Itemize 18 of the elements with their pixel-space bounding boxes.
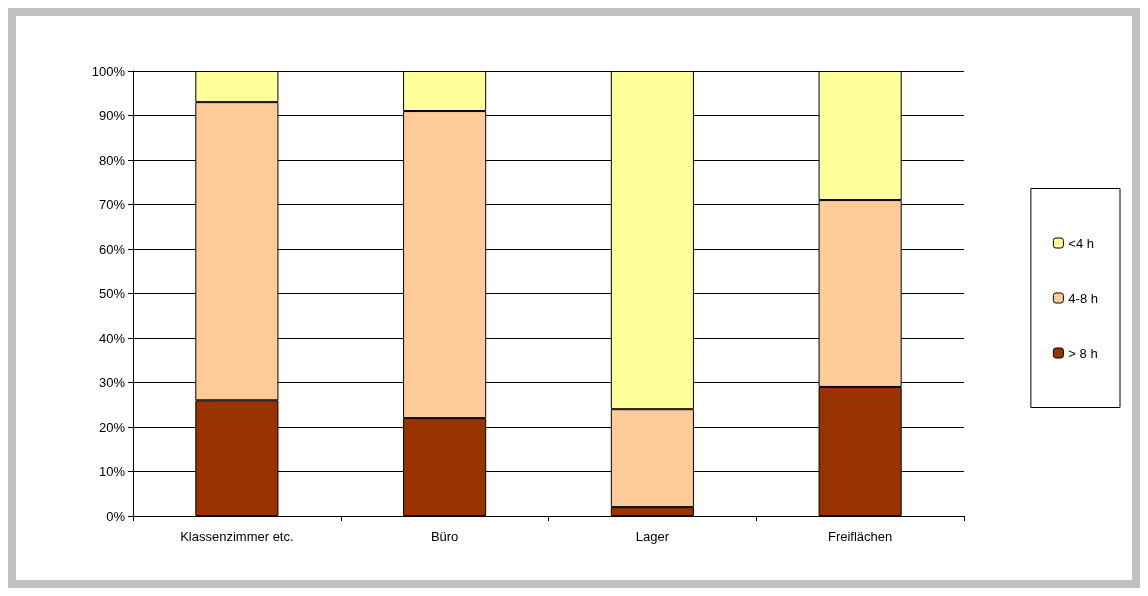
- y-tick-label: 90%: [98, 108, 126, 123]
- legend-label: > 8 h: [1068, 345, 1098, 361]
- x-tick-label: Büro: [430, 529, 459, 544]
- y-tick-label: 100%: [91, 63, 126, 79]
- y-tick-label: 70%: [98, 197, 126, 212]
- y-tick-label: 40%: [98, 330, 126, 346]
- y-tick-label: 50%: [98, 286, 126, 301]
- x-tick-label: Lager: [635, 529, 670, 544]
- y-tick-label: 80%: [98, 152, 126, 168]
- y-tick-label: 60%: [98, 241, 126, 257]
- legend-label: 4-8 h: [1068, 290, 1099, 306]
- y-tick-label: 20%: [98, 419, 126, 435]
- y-tick-label: 10%: [98, 464, 126, 479]
- x-tick-label: Freiflächen: [827, 529, 893, 544]
- x-tick-label: Klassenzimmer etc.: [180, 529, 294, 544]
- legend-label: <4 h: [1068, 235, 1095, 251]
- y-tick-label: 0%: [106, 508, 126, 524]
- y-tick-label: 30%: [98, 375, 126, 390]
